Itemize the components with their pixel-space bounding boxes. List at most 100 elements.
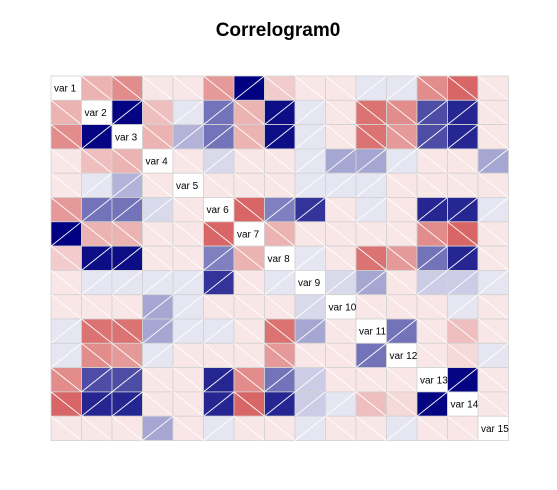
cell-direction-line [81, 270, 113, 296]
variable-label-11: var 11 [359, 327, 386, 338]
correlation-cell-6-15 [477, 197, 509, 223]
cell-direction-line [355, 124, 387, 150]
correlation-cell-2-5 [172, 99, 204, 126]
correlation-cell-8-10 [325, 245, 357, 271]
correlation-cell-13-5 [172, 367, 204, 393]
correlation-cell-6-4 [142, 197, 174, 223]
cell-direction-line [50, 270, 82, 296]
correlation-cell-4-10 [325, 148, 357, 174]
cell-direction-line [233, 342, 265, 368]
cell-direction-line [294, 367, 326, 393]
correlation-cell-7-10 [325, 221, 357, 247]
cell-direction-line [386, 75, 418, 101]
cell-direction-line [416, 342, 448, 368]
correlation-cell-1-9 [294, 75, 326, 101]
cell-direction-line [50, 172, 82, 198]
correlation-cell-2-7 [233, 99, 265, 126]
cell-direction-line [416, 318, 448, 344]
cell-direction-line [233, 75, 265, 101]
cell-direction-line [111, 221, 143, 247]
correlation-cell-7-6 [203, 221, 235, 247]
correlation-cell-13-4 [142, 367, 174, 393]
correlation-cell-13-14 [447, 367, 479, 393]
correlation-cell-13-1 [50, 367, 82, 393]
cell-direction-line [447, 148, 479, 174]
cell-direction-line [386, 245, 418, 271]
cell-direction-line [325, 148, 357, 174]
cell-direction-line [172, 342, 204, 368]
correlation-cell-10-15 [477, 294, 509, 320]
cell-direction-line [355, 197, 387, 223]
cell-direction-line [233, 172, 265, 198]
cell-direction-line [172, 75, 204, 101]
correlation-cell-15-2 [81, 415, 113, 441]
correlation-cell-2-3 [111, 99, 143, 126]
correlation-cell-11-13 [416, 318, 448, 344]
correlation-cell-5-1 [50, 172, 82, 198]
cell-direction-line [355, 270, 387, 296]
cell-direction-line [386, 148, 418, 174]
correlation-cell-6-11 [355, 197, 387, 223]
correlation-cell-10-9 [294, 294, 326, 320]
correlation-cell-10-8 [264, 294, 296, 320]
correlation-cell-15-6 [203, 415, 235, 441]
cell-direction-line [447, 172, 479, 198]
cell-direction-line [203, 294, 235, 320]
diagonal-cell-8 [264, 245, 296, 271]
cell-direction-line [111, 294, 143, 320]
correlation-cell-7-2 [81, 221, 113, 247]
correlation-cell-8-12 [386, 245, 418, 271]
correlation-cell-7-11 [355, 221, 387, 247]
correlation-cell-9-11 [355, 269, 387, 296]
correlation-cell-12-7 [233, 342, 265, 368]
cell-direction-line [142, 270, 174, 296]
cell-direction-line [447, 197, 479, 223]
correlation-cell-2-13 [416, 99, 448, 126]
correlation-cell-13-10 [325, 367, 357, 393]
cell-direction-line [416, 124, 448, 150]
cell-direction-line [50, 391, 82, 417]
correlation-cell-4-9 [294, 148, 326, 174]
correlation-cell-13-12 [386, 367, 418, 393]
correlation-cell-5-8 [264, 172, 296, 198]
variable-label-14: var 14 [451, 400, 479, 411]
cell-direction-line [477, 270, 509, 296]
cell-direction-line [203, 270, 235, 296]
correlation-cell-9-4 [142, 269, 174, 296]
correlation-cell-11-8 [264, 318, 296, 344]
correlation-cell-15-13 [416, 415, 448, 441]
cell-direction-line [142, 197, 174, 223]
cell-direction-line [355, 367, 387, 393]
correlation-cell-4-13 [416, 148, 448, 174]
cell-direction-line [203, 148, 235, 174]
cell-direction-line [111, 197, 143, 223]
cell-direction-line [142, 245, 174, 271]
variable-label-3: var 3 [115, 132, 138, 143]
correlation-cell-15-11 [355, 415, 387, 441]
correlation-cell-9-12 [386, 269, 418, 296]
correlation-cell-15-10 [325, 415, 357, 441]
diagonal-cell-7 [233, 221, 265, 247]
correlation-cell-15-14 [447, 415, 479, 441]
cell-direction-line [355, 172, 387, 198]
cell-direction-line [416, 294, 448, 320]
cell-direction-line [111, 99, 143, 125]
cell-direction-line [233, 124, 265, 150]
cell-direction-line [172, 124, 204, 150]
cell-direction-line [325, 124, 357, 150]
correlation-cell-13-8 [264, 367, 296, 393]
correlation-cell-1-3 [111, 75, 143, 101]
cell-direction-line [386, 221, 418, 247]
cell-direction-line [81, 391, 113, 417]
correlation-cell-14-13 [416, 391, 448, 417]
correlation-cell-9-1 [50, 269, 82, 296]
correlogram-cells [50, 75, 509, 441]
correlation-cell-4-8 [264, 148, 296, 174]
cell-direction-line [81, 172, 113, 198]
correlation-cell-3-6 [203, 124, 235, 150]
correlation-cell-12-4 [142, 342, 174, 368]
cell-direction-line [172, 367, 204, 393]
correlation-cell-3-13 [416, 124, 448, 150]
